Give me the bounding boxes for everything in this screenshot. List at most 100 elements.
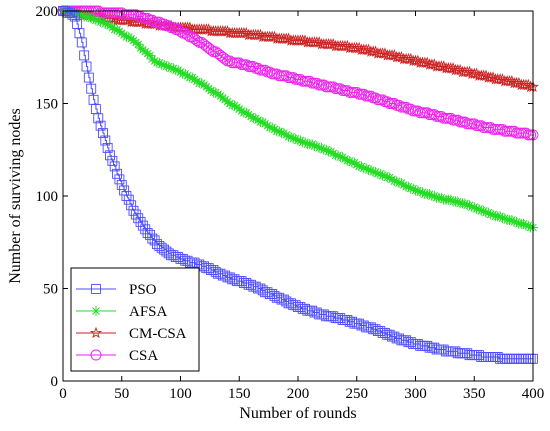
marker-circle: [160, 20, 172, 32]
marker-star: [91, 306, 101, 316]
series-afsa: [58, 6, 538, 233]
marker-circle: [207, 46, 219, 58]
x-tick-label: 400: [522, 386, 545, 402]
marker-circle: [358, 88, 370, 100]
marker-circle: [400, 101, 412, 113]
marker-square: [112, 168, 123, 179]
y-tick-label: 100: [36, 189, 59, 205]
marker-square: [100, 135, 111, 146]
legend-label: CSA: [129, 348, 158, 364]
x-tick-label: 300: [404, 386, 427, 402]
marker-circle: [257, 64, 269, 76]
marker-circle: [128, 9, 139, 21]
marker-circle: [142, 12, 154, 24]
marker-circle: [386, 98, 398, 109]
marker-circle: [304, 75, 316, 87]
marker-square: [83, 72, 94, 83]
x-tick-label: 100: [169, 386, 192, 402]
marker-circle: [468, 118, 480, 130]
legend: PSO AFSA CM-CSA CSA: [70, 267, 200, 372]
legend-item: PSO: [76, 282, 157, 298]
marker-circle: [146, 14, 158, 26]
marker-circle: [525, 129, 537, 141]
marker-circle: [452, 114, 464, 126]
marker-star: [133, 39, 144, 50]
marker-circle: [428, 109, 440, 121]
marker-circle: [287, 72, 299, 84]
marker-circle: [363, 90, 374, 102]
marker-square: [107, 155, 118, 166]
y-tick-label: 150: [36, 97, 59, 113]
marker-circle: [247, 61, 259, 72]
marker-square: [69, 11, 80, 22]
marker-circle: [259, 64, 271, 76]
marker-circle: [153, 16, 165, 28]
marker-circle: [156, 18, 168, 30]
marker-circle: [445, 112, 457, 124]
series-line: [63, 10, 533, 136]
marker-circle: [264, 66, 276, 78]
marker-circle: [233, 57, 245, 69]
marker-circle: [135, 11, 147, 22]
marker-circle: [104, 7, 116, 19]
series-layer: [57, 4, 539, 364]
marker-circle: [520, 127, 532, 139]
marker-circle: [511, 127, 522, 139]
legend-item: AFSA: [76, 304, 168, 320]
marker-square: [97, 128, 108, 139]
marker-circle: [219, 53, 231, 65]
x-tick-label: 150: [228, 386, 251, 402]
legend-label: PSO: [129, 282, 157, 298]
legend-item: CM-CSA: [76, 326, 187, 342]
series-csa: [57, 5, 539, 141]
x-tick-label: 350: [463, 386, 486, 402]
marker-square: [123, 194, 134, 205]
y-tick-label: 50: [43, 282, 58, 298]
marker-square: [93, 113, 104, 124]
x-axis-title: Number of rounds: [239, 405, 356, 422]
y-axis-title: Number of surviving nodes: [7, 108, 24, 284]
marker-square: [102, 142, 113, 153]
marker-circle: [158, 18, 170, 30]
marker-pentagram: [90, 326, 102, 339]
series-pso: [58, 6, 538, 364]
marker-star: [144, 50, 155, 61]
marker-circle: [398, 101, 410, 113]
marker-circle: [118, 9, 130, 21]
marker-square: [105, 150, 115, 161]
marker-circle: [311, 77, 323, 89]
marker-square: [81, 61, 92, 72]
marker-circle: [130, 9, 142, 21]
marker-circle: [167, 22, 179, 34]
marker-circle: [334, 83, 346, 95]
marker-circle: [405, 103, 417, 115]
marker-circle: [487, 123, 499, 135]
marker-square: [95, 120, 106, 131]
legend-label: AFSA: [129, 304, 168, 320]
marker-square: [76, 37, 87, 48]
marker-circle: [99, 7, 111, 19]
marker-circle: [90, 349, 102, 361]
marker-circle: [327, 81, 339, 93]
marker-circle: [245, 61, 257, 72]
marker-circle: [139, 12, 151, 24]
marker-circle: [421, 107, 433, 119]
marker-square: [79, 50, 90, 61]
legend-label: CM-CSA: [129, 326, 187, 342]
marker-circle: [280, 70, 292, 82]
marker-circle: [106, 7, 118, 19]
marker-square: [91, 284, 101, 294]
marker-circle: [205, 44, 217, 56]
marker-circle: [177, 27, 189, 39]
marker-circle: [377, 94, 389, 106]
marker-circle: [351, 86, 363, 98]
marker-circle: [182, 29, 194, 41]
marker-circle: [374, 94, 386, 106]
marker-circle: [388, 98, 400, 109]
marker-circle: [170, 24, 182, 35]
marker-square: [116, 179, 127, 190]
marker-square: [109, 161, 120, 172]
marker-circle: [370, 92, 381, 104]
x-tick-label: 250: [346, 386, 369, 402]
